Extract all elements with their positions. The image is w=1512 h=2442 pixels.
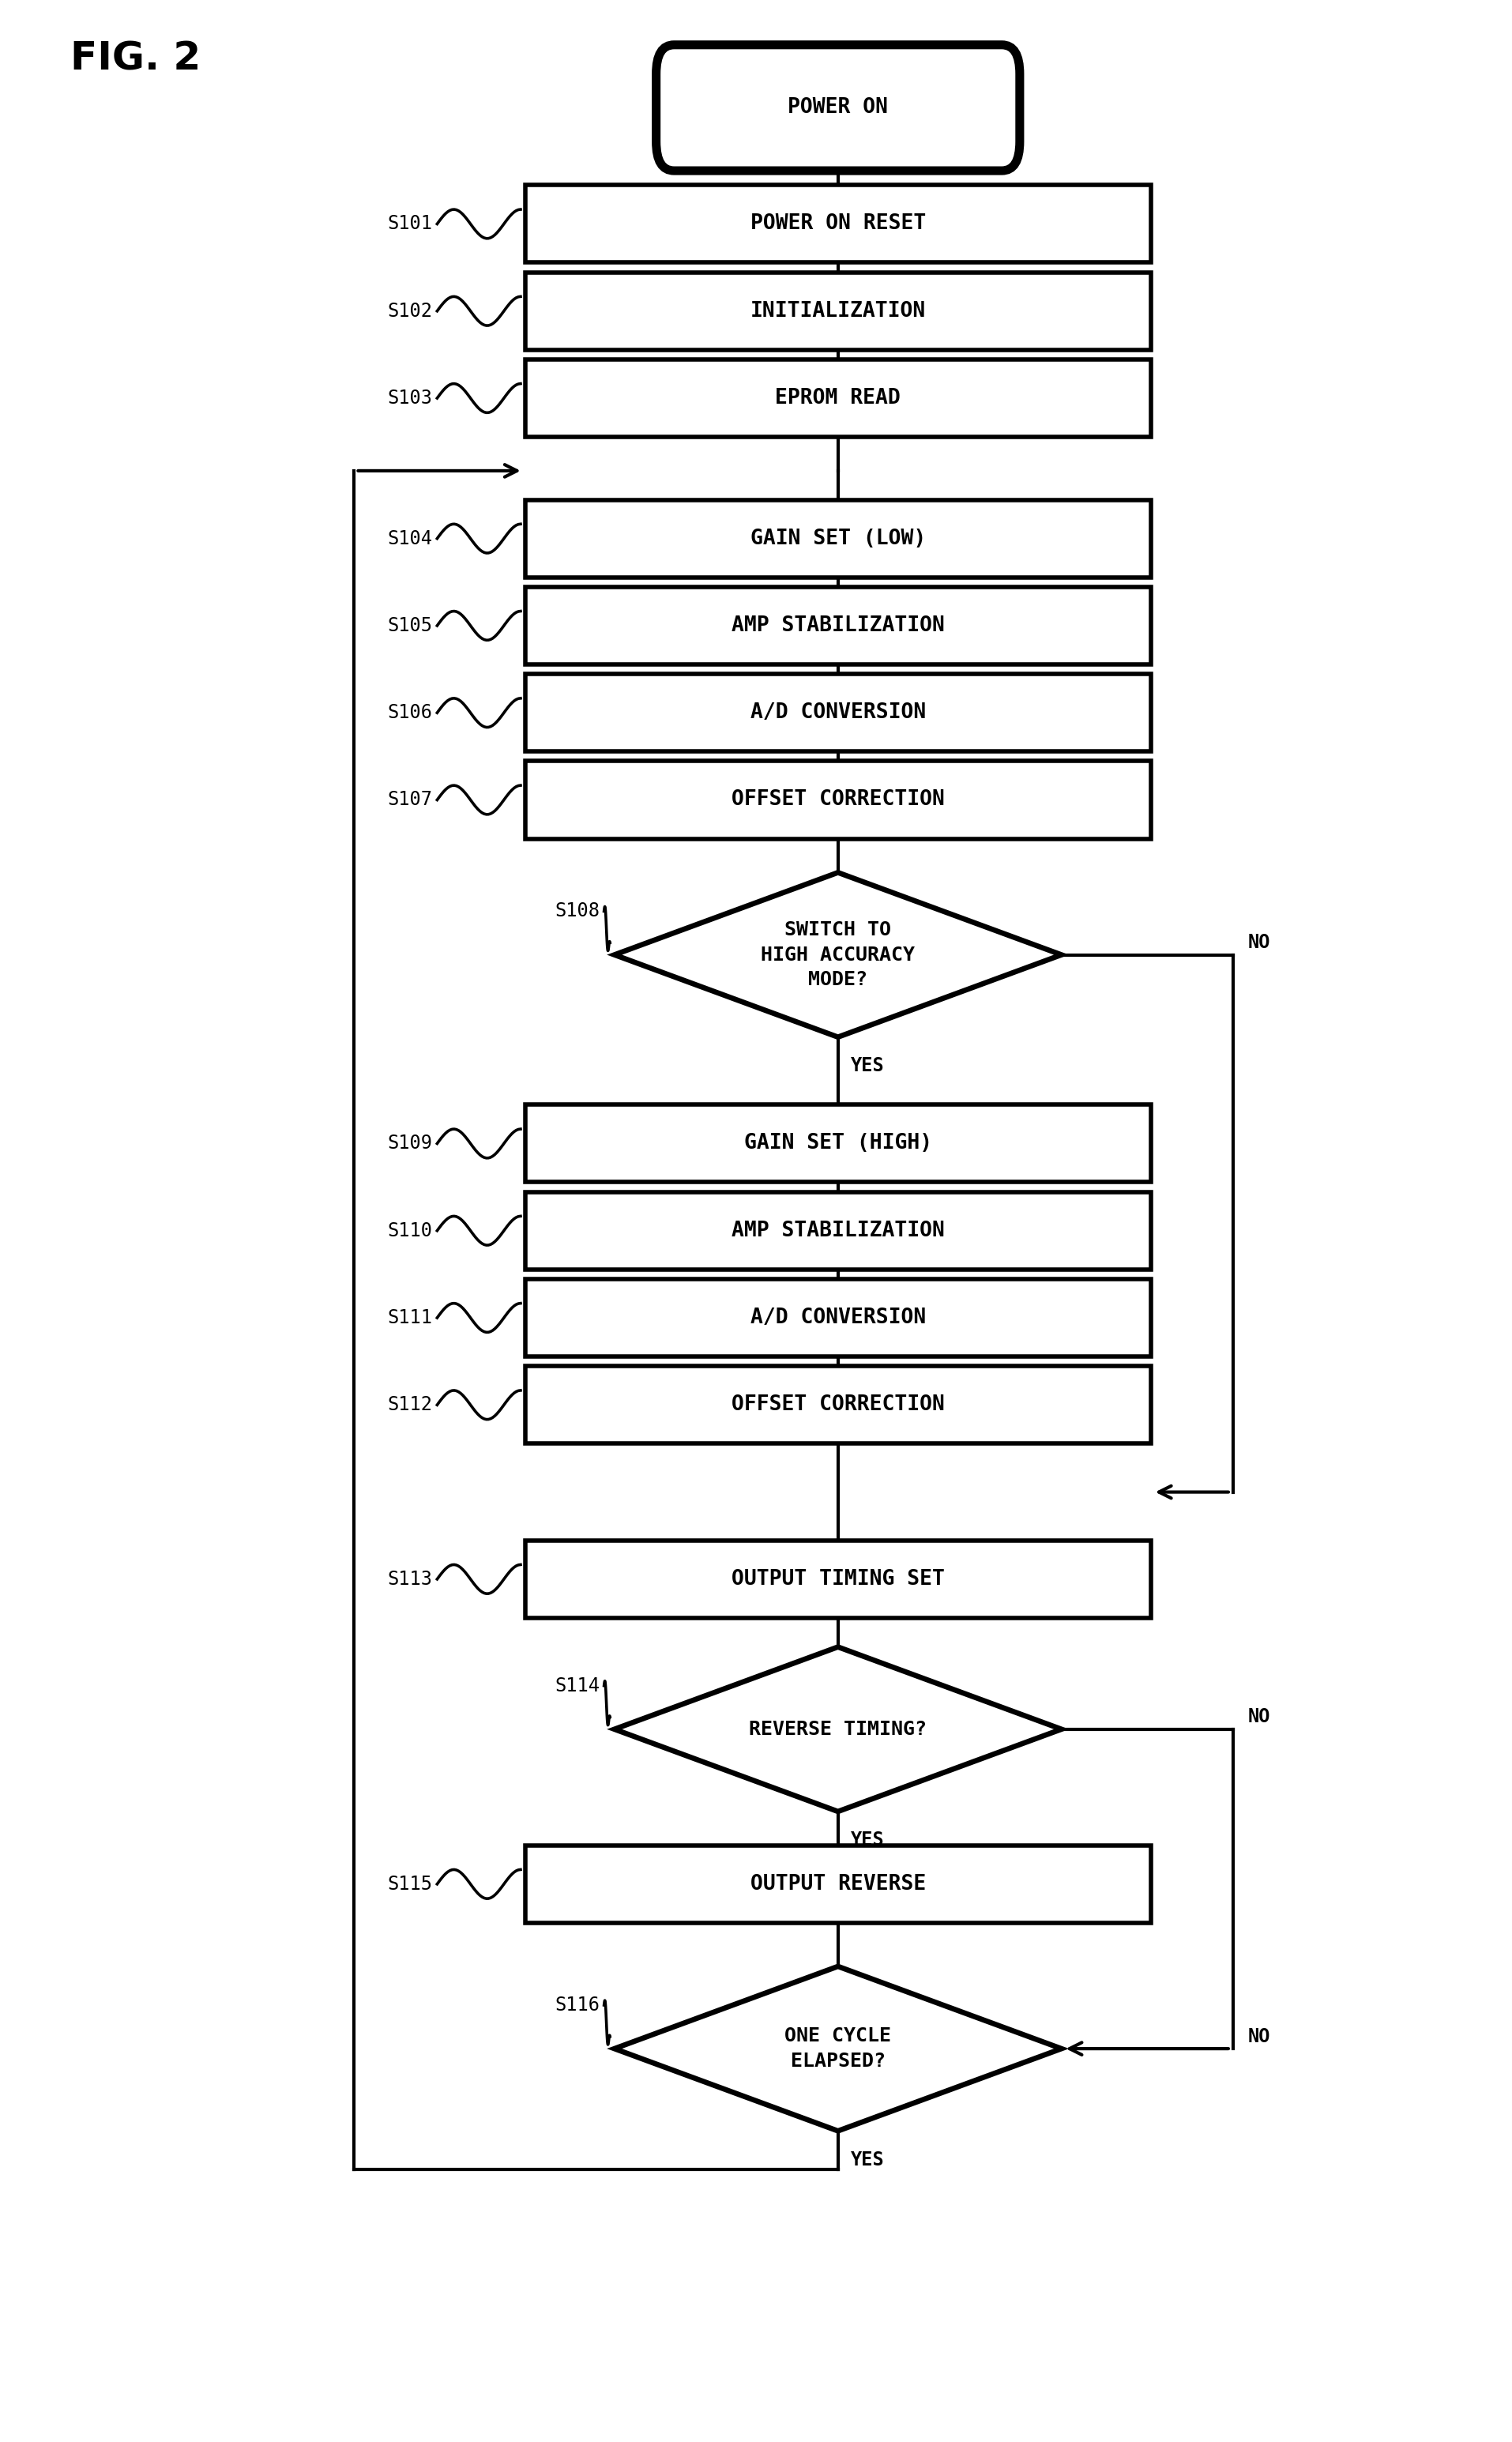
Text: GAIN SET (HIGH): GAIN SET (HIGH) bbox=[744, 1133, 931, 1153]
Bar bbox=[525, 359, 1151, 437]
Polygon shape bbox=[614, 872, 1061, 1038]
Text: OUTPUT REVERSE: OUTPUT REVERSE bbox=[750, 1873, 925, 1895]
Polygon shape bbox=[614, 1966, 1061, 2132]
Text: AMP STABILIZATION: AMP STABILIZATION bbox=[732, 1221, 945, 1241]
Bar bbox=[525, 1280, 1151, 1355]
Bar bbox=[525, 762, 1151, 838]
Bar bbox=[525, 586, 1151, 664]
Text: OFFSET CORRECTION: OFFSET CORRECTION bbox=[732, 1394, 945, 1416]
Text: FIG. 2: FIG. 2 bbox=[71, 39, 201, 78]
Text: S108: S108 bbox=[555, 901, 600, 921]
Text: S104: S104 bbox=[387, 530, 432, 547]
Bar bbox=[525, 186, 1151, 264]
Text: S102: S102 bbox=[387, 300, 432, 320]
Text: AMP STABILIZATION: AMP STABILIZATION bbox=[732, 615, 945, 635]
Bar bbox=[525, 1192, 1151, 1270]
Bar bbox=[525, 1541, 1151, 1619]
FancyBboxPatch shape bbox=[656, 44, 1019, 171]
Text: S103: S103 bbox=[387, 388, 432, 408]
Text: S109: S109 bbox=[387, 1133, 432, 1153]
Text: YES: YES bbox=[851, 1832, 885, 1849]
Text: INITIALIZATION: INITIALIZATION bbox=[750, 300, 925, 322]
Text: REVERSE TIMING?: REVERSE TIMING? bbox=[748, 1719, 927, 1739]
Text: POWER ON: POWER ON bbox=[788, 98, 888, 117]
Text: S105: S105 bbox=[387, 615, 432, 635]
Text: POWER ON RESET: POWER ON RESET bbox=[750, 212, 925, 234]
Text: S110: S110 bbox=[387, 1221, 432, 1241]
Text: S111: S111 bbox=[387, 1309, 432, 1328]
Bar bbox=[525, 1365, 1151, 1443]
Text: ONE CYCLE
ELAPSED?: ONE CYCLE ELAPSED? bbox=[785, 2027, 891, 2071]
Text: EPROM READ: EPROM READ bbox=[776, 388, 901, 408]
Text: YES: YES bbox=[851, 1057, 885, 1074]
Text: NO: NO bbox=[1247, 2027, 1270, 2046]
Text: S107: S107 bbox=[387, 791, 432, 808]
Bar bbox=[525, 501, 1151, 576]
Bar bbox=[525, 1846, 1151, 1922]
Text: S114: S114 bbox=[555, 1675, 600, 1695]
Text: S106: S106 bbox=[387, 703, 432, 723]
Text: OUTPUT TIMING SET: OUTPUT TIMING SET bbox=[732, 1568, 945, 1590]
Polygon shape bbox=[614, 1646, 1061, 1812]
Bar bbox=[525, 674, 1151, 752]
Text: SWITCH TO
HIGH ACCURACY
MODE?: SWITCH TO HIGH ACCURACY MODE? bbox=[761, 921, 915, 989]
Bar bbox=[525, 1104, 1151, 1182]
Text: S113: S113 bbox=[387, 1570, 432, 1590]
Bar bbox=[525, 274, 1151, 349]
Text: S101: S101 bbox=[387, 215, 432, 234]
Text: OFFSET CORRECTION: OFFSET CORRECTION bbox=[732, 789, 945, 811]
Text: NO: NO bbox=[1247, 1707, 1270, 1726]
Text: S116: S116 bbox=[555, 1995, 600, 2015]
Text: NO: NO bbox=[1247, 933, 1270, 952]
Text: A/D CONVERSION: A/D CONVERSION bbox=[750, 703, 925, 723]
Text: S112: S112 bbox=[387, 1394, 432, 1414]
Text: A/D CONVERSION: A/D CONVERSION bbox=[750, 1306, 925, 1328]
Text: S115: S115 bbox=[387, 1875, 432, 1893]
Text: GAIN SET (LOW): GAIN SET (LOW) bbox=[750, 527, 925, 549]
Text: YES: YES bbox=[851, 2151, 885, 2168]
